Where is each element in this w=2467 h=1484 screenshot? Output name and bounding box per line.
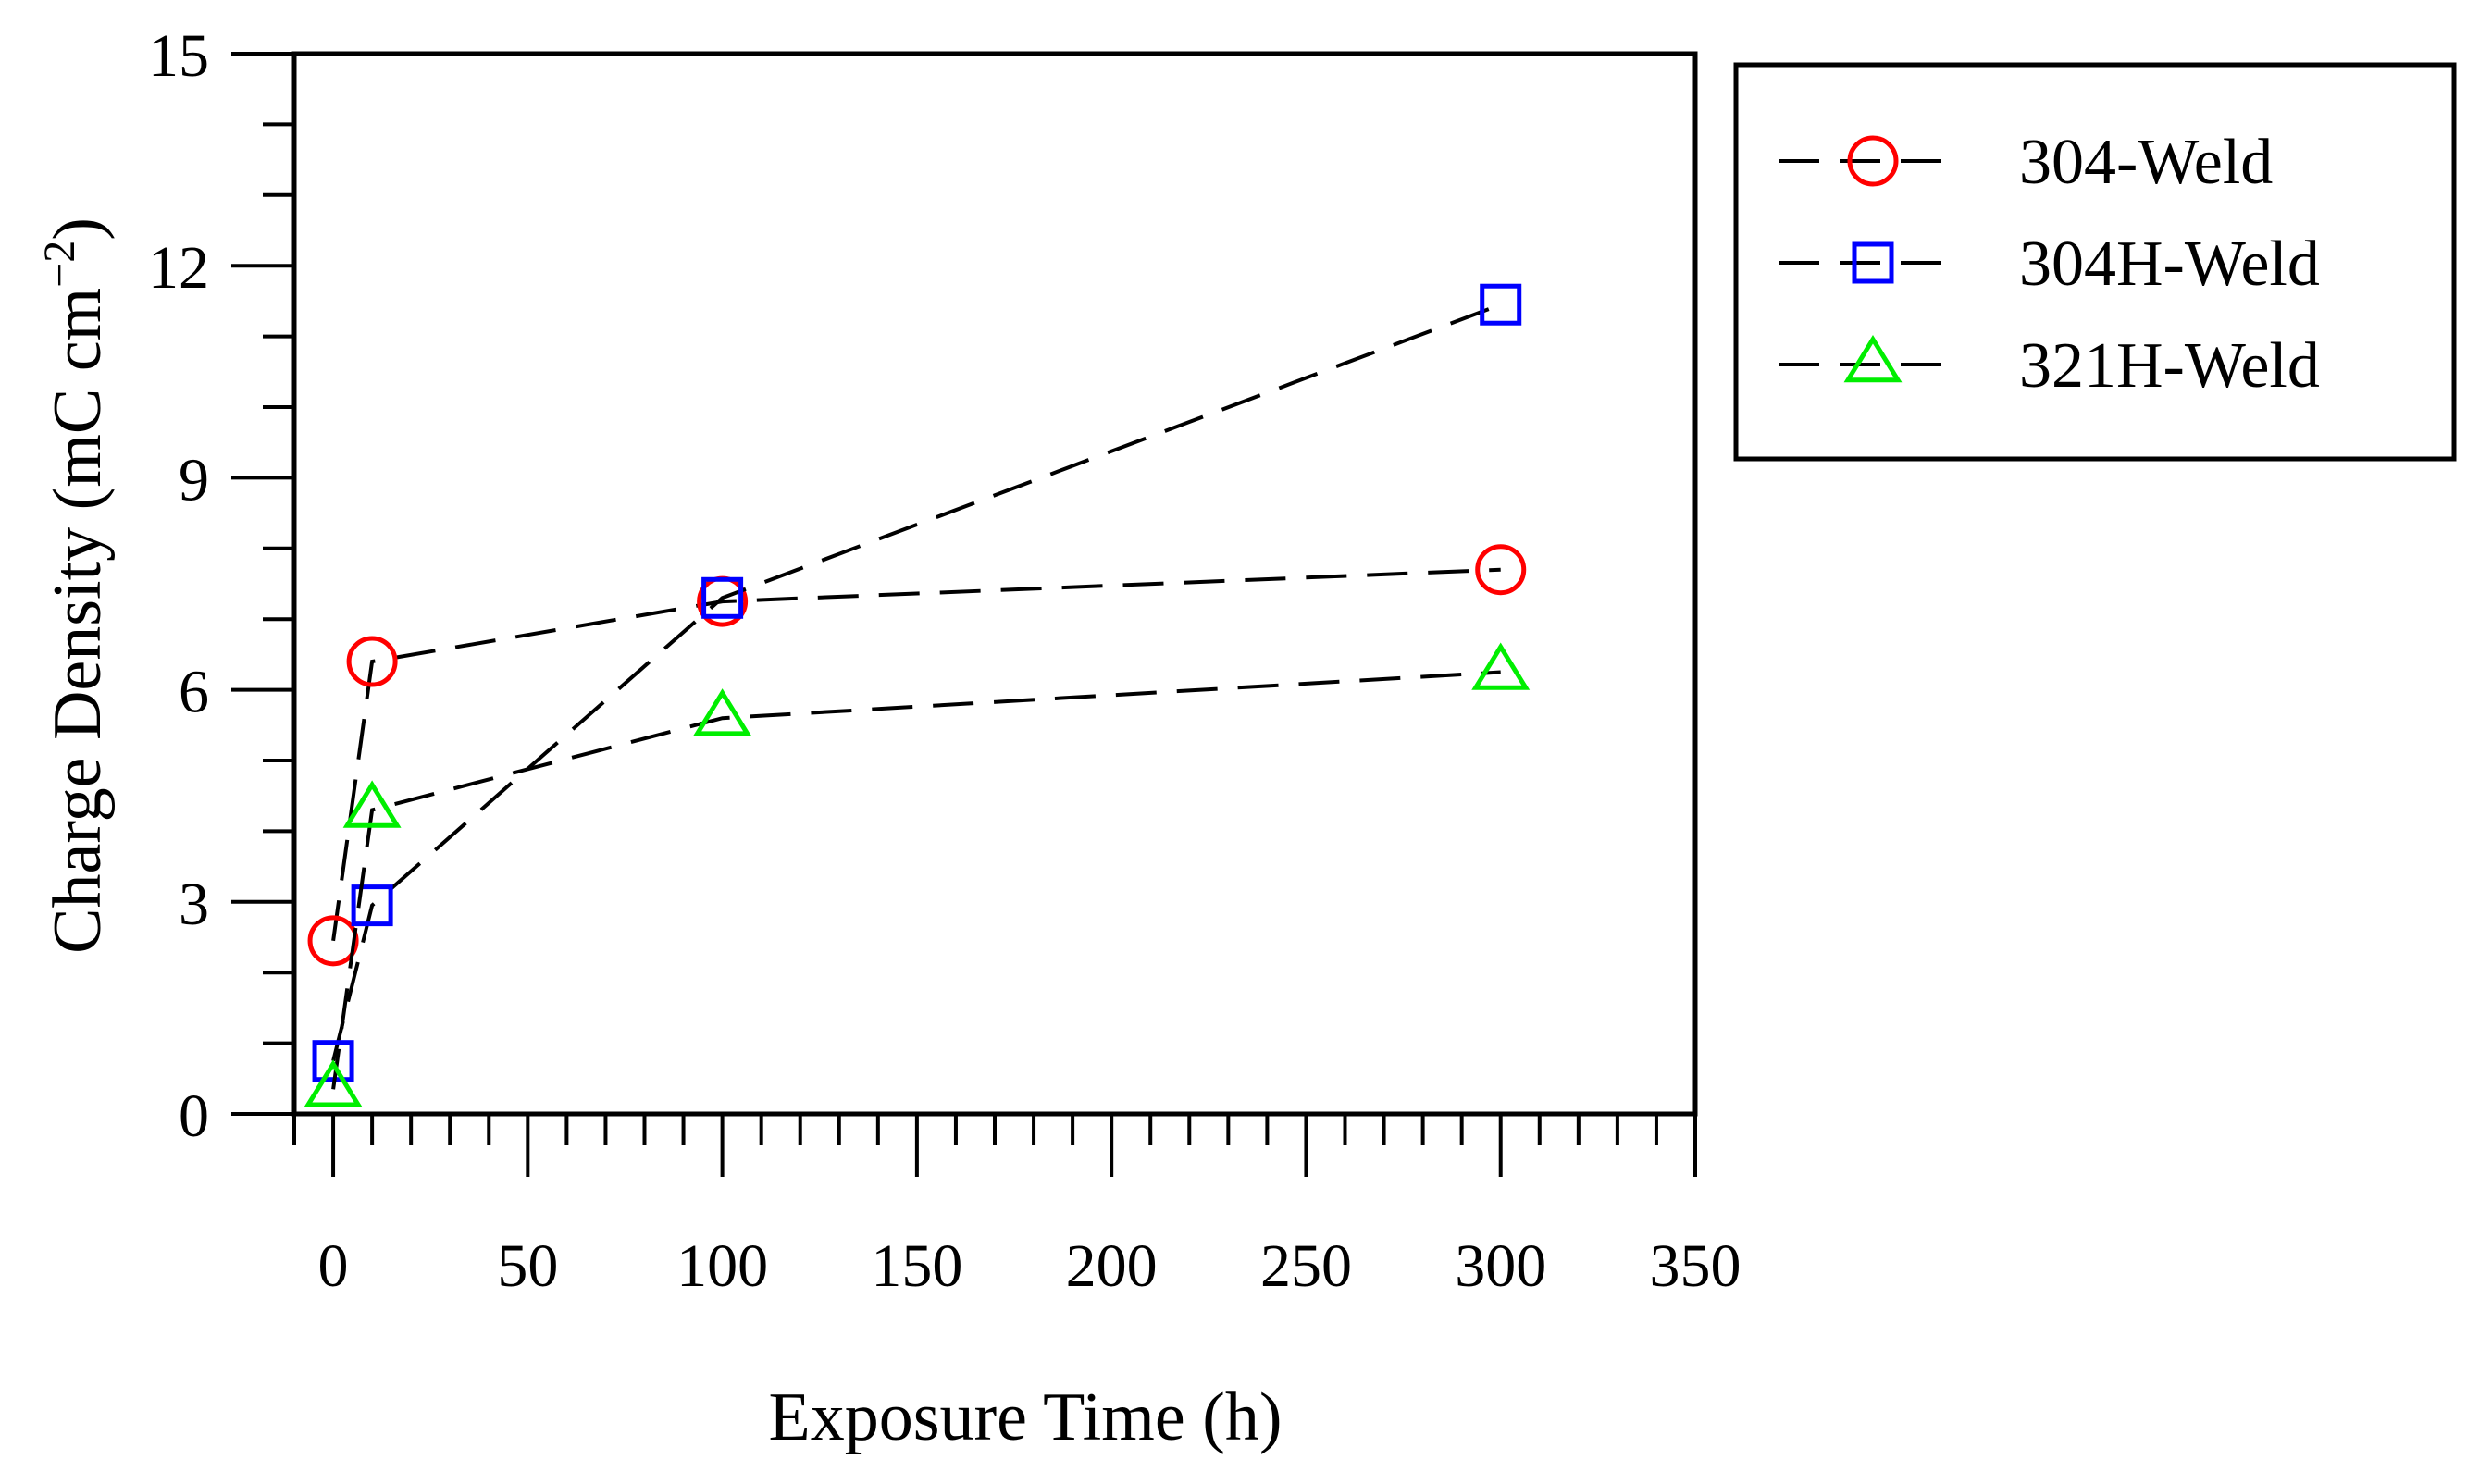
series-line-321h-weld bbox=[331, 670, 1501, 1090]
data-point-321h-weld bbox=[304, 1059, 363, 1107]
data-point-304-weld bbox=[307, 915, 359, 967]
legend-label: 304-Weld bbox=[2019, 127, 2273, 198]
axis-ticks bbox=[231, 52, 1697, 1177]
data-point-304h-weld bbox=[701, 576, 744, 619]
x-tick-label: 200 bbox=[1066, 1232, 1158, 1300]
series-line-304-weld bbox=[331, 567, 1501, 942]
y-tick-label: 12 bbox=[148, 234, 209, 302]
legend-item-321h-weld: 321H-Weld bbox=[1779, 330, 2320, 402]
legend-label: 321H-Weld bbox=[2019, 330, 2320, 402]
y-axis-title-superscript: −2 bbox=[35, 241, 84, 288]
legend-label: 304H-Weld bbox=[2019, 229, 2320, 300]
y-tick-label: 15 bbox=[148, 22, 209, 90]
y-axis-title-base: Charge Density (mC cm bbox=[40, 288, 116, 954]
legend-marker-304h-weld bbox=[1852, 241, 1894, 284]
x-axis-title: Exposure Time (h) bbox=[769, 1379, 1283, 1455]
x-tick-label: 150 bbox=[871, 1232, 962, 1300]
series-line-304h-weld bbox=[331, 303, 1502, 1062]
series-304h-weld bbox=[312, 283, 1522, 1082]
y-tick-label: 3 bbox=[179, 871, 209, 938]
legend-item-304h-weld: 304H-Weld bbox=[1779, 229, 2320, 300]
data-point-304-weld bbox=[1475, 544, 1527, 596]
y-tick-label: 0 bbox=[179, 1082, 209, 1150]
x-tick-label: 0 bbox=[318, 1232, 349, 1300]
data-point-321h-weld bbox=[342, 780, 402, 828]
series-group bbox=[304, 283, 1531, 1107]
data-point-321h-weld bbox=[1471, 642, 1531, 690]
data-point-321h-weld bbox=[693, 688, 752, 736]
y-axis-title: Charge Density (mC cm−2) bbox=[35, 217, 116, 954]
legend-item-304-weld: 304-Weld bbox=[1779, 127, 2273, 198]
y-axis-title-closing: ) bbox=[40, 217, 116, 241]
data-point-304h-weld bbox=[1480, 283, 1522, 326]
legend-marker-304-weld bbox=[1847, 135, 1899, 187]
y-tick-label: 9 bbox=[179, 446, 209, 513]
x-tick-label: 250 bbox=[1260, 1232, 1352, 1300]
data-point-304-weld bbox=[346, 636, 398, 687]
series-304-weld bbox=[307, 544, 1527, 967]
y-tick-label: 6 bbox=[179, 659, 209, 726]
series-321h-weld bbox=[304, 642, 1531, 1107]
legend: 304-Weld 304H-Weld 321H-Weld bbox=[1733, 62, 2457, 462]
tick-labels: 0 50 100 150 200 250 300 350 0 3 6 9 12 15 bbox=[148, 22, 1742, 1300]
x-tick-label: 50 bbox=[497, 1232, 558, 1300]
x-tick-label: 350 bbox=[1650, 1232, 1742, 1300]
legend-marker-321h-weld bbox=[1843, 334, 1903, 383]
legend-items: 304-Weld 304H-Weld 321H-Weld bbox=[1779, 127, 2320, 402]
x-tick-label: 300 bbox=[1455, 1232, 1546, 1300]
data-point-304h-weld bbox=[351, 884, 393, 927]
x-tick-label: 100 bbox=[676, 1232, 768, 1300]
